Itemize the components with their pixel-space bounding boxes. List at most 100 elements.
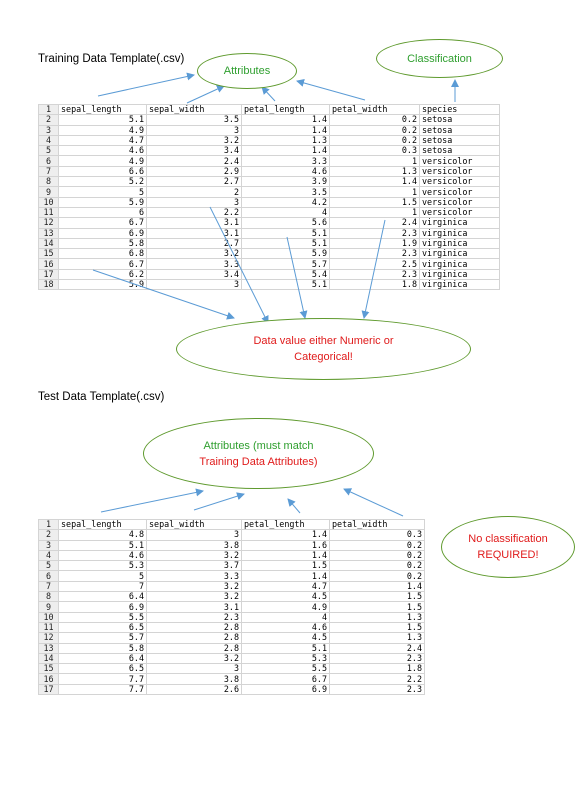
table-cell: 4.9 [58, 155, 147, 167]
data-value-ellipse: Data value either Numeric or Categorical… [176, 318, 471, 380]
table-row: 13 6.9 3.1 5.1 2.3 virginica [38, 227, 500, 239]
table-cell: 2.3 [146, 611, 242, 623]
row-number: 5 [38, 145, 59, 157]
table-cell: 0.2 [329, 549, 425, 562]
classification-ellipse: Classification [376, 39, 503, 78]
table-cell: 2.8 [146, 632, 242, 644]
data-value-line1: Data value either Numeric or [253, 335, 394, 347]
table-cell: 6.5 [58, 621, 147, 634]
arrow-test-petal-width [343, 488, 404, 517]
table-row: 16 6.7 3.3 5.7 2.5 virginica [38, 258, 500, 270]
table-row: 14 6.4 3.2 5.3 2.3 [38, 652, 425, 665]
table-cell: virginica [419, 227, 500, 239]
table-cell: 5 [58, 570, 147, 582]
row-number: 14 [38, 237, 59, 250]
table-cell: 3.7 [146, 560, 242, 572]
test-attributes-ellipse: Attributes (must match Training Data Att… [143, 418, 374, 489]
table-row: 13 5.8 2.8 5.1 2.4 [38, 642, 425, 654]
row-number: 7 [38, 580, 59, 593]
table-cell: 4.5 [241, 591, 330, 603]
table-row: 8 5.2 2.7 3.9 1.4 versicolor [38, 176, 500, 188]
table-row: 18 5.9 3 5.1 1.8 virginica [38, 279, 500, 291]
table-cell: 1.4 [329, 176, 420, 188]
table-cell: 3.3 [146, 258, 242, 270]
table-cell: 1.3 [329, 165, 420, 178]
table-cell: 5.1 [241, 279, 330, 291]
table-row: 10 5.5 2.3 4 1.3 [38, 611, 425, 623]
table-cell: versicolor [419, 196, 500, 208]
table-cell: 5.5 [241, 663, 330, 675]
header-cell: sepal_length [58, 103, 147, 116]
table-cell: 3 [146, 529, 242, 541]
table-cell: 3 [146, 124, 242, 136]
table-row: 7 7 3.2 4.7 1.4 [38, 580, 425, 593]
table-cell: 0.2 [329, 114, 420, 126]
table-cell: 2.7 [146, 237, 242, 250]
table-cell: 6.5 [58, 663, 147, 675]
table-row: 17 6.2 3.4 5.4 2.3 virginica [38, 268, 500, 281]
table-cell: 2.3 [329, 683, 425, 696]
row-number: 16 [38, 673, 59, 685]
row-number: 15 [38, 663, 59, 675]
row-number: 13 [38, 227, 59, 239]
row-number: 18 [38, 279, 59, 291]
table-cell: 3.1 [146, 217, 242, 229]
table-cell: 5.1 [241, 642, 330, 654]
row-number: 11 [38, 206, 59, 219]
table-row: 6 5 3.3 1.4 0.2 [38, 570, 425, 582]
table-cell: setosa [419, 134, 500, 147]
table-row: 8 6.4 3.2 4.5 1.5 [38, 591, 425, 603]
table-cell: 3.1 [146, 601, 242, 613]
table-cell: 3.4 [146, 145, 242, 157]
table-cell: 4.6 [241, 621, 330, 634]
table-row: 5 5.3 3.7 1.5 0.2 [38, 560, 425, 572]
header-cell: species [419, 103, 500, 116]
table-row: 17 7.7 2.6 6.9 2.3 [38, 683, 425, 696]
row-number: 12 [38, 217, 59, 229]
row-number: 3 [38, 539, 59, 551]
row-number: 6 [38, 155, 59, 167]
table-cell: 1.3 [241, 134, 330, 147]
table-cell: 3 [146, 663, 242, 675]
row-number: 8 [38, 591, 59, 603]
arrow-test-sepal-width [193, 492, 245, 511]
table-cell: 1.5 [241, 560, 330, 572]
attributes-ellipse: Attributes [197, 53, 297, 89]
table-cell: 0.2 [329, 570, 425, 582]
table-cell: 4.7 [241, 580, 330, 593]
table-cell: 5 [58, 186, 147, 198]
table-cell: 0.3 [329, 529, 425, 541]
table-cell: 2.2 [329, 673, 425, 685]
row-number: 2 [38, 114, 59, 126]
table-cell: 1.3 [329, 611, 425, 623]
table-cell: 4.6 [58, 549, 147, 562]
table-cell: 4.9 [241, 601, 330, 613]
table-cell: 3.9 [241, 176, 330, 188]
table-cell: 7.7 [58, 683, 147, 696]
table-cell: virginica [419, 258, 500, 270]
table-cell: 4.6 [241, 165, 330, 178]
table-cell: 5.3 [58, 560, 147, 572]
row-number: 8 [38, 176, 59, 188]
table-cell: 3.2 [146, 248, 242, 260]
header-row: 1 sepal_length sepal_width petal_length peta… [38, 103, 500, 116]
table-cell: 6.2 [58, 268, 147, 281]
arrow-petal-length-to-attributes [261, 86, 276, 102]
table-cell: 1.4 [241, 114, 330, 126]
table-cell: 5.9 [241, 248, 330, 260]
table-row: 2 5.1 3.5 1.4 0.2 setosa [38, 114, 500, 126]
table-row: 4 4.7 3.2 1.3 0.2 setosa [38, 134, 500, 147]
row-number: 14 [38, 652, 59, 665]
table-cell: 3 [146, 196, 242, 208]
table-cell: 6.9 [58, 601, 147, 613]
table-cell: 1.4 [241, 549, 330, 562]
table-cell: versicolor [419, 165, 500, 178]
table-cell: 2.4 [146, 155, 242, 167]
table-cell: versicolor [419, 155, 500, 167]
table-cell: 4.8 [58, 529, 147, 541]
table-cell: 6.6 [58, 165, 147, 178]
table-row: 7 6.6 2.9 4.6 1.3 versicolor [38, 165, 500, 178]
row-number: 15 [38, 248, 59, 260]
table-cell: versicolor [419, 206, 500, 219]
row-number: 6 [38, 570, 59, 582]
